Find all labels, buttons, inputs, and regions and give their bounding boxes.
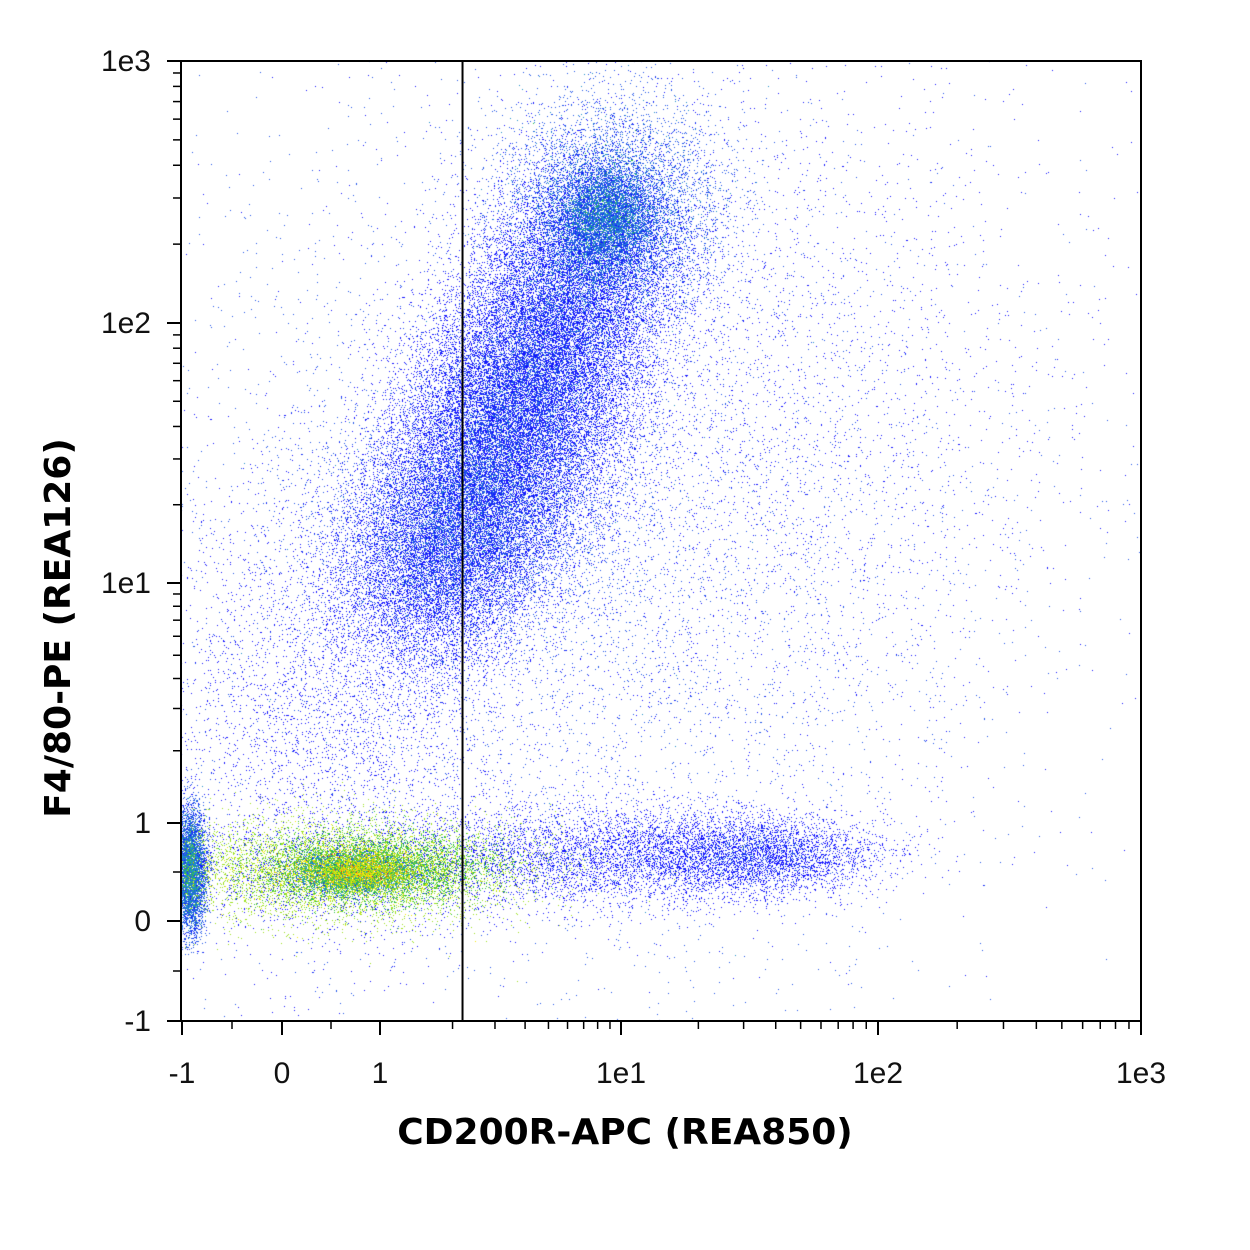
y-axis-title: F4/80-PE (REA126) <box>38 438 79 818</box>
y-tick-label: -1 <box>124 1005 151 1038</box>
x-tick-label: 1e1 <box>596 1057 646 1090</box>
plot-border <box>180 60 1142 1022</box>
x-axis-title: CD200R-APC (REA850) <box>397 1112 853 1153</box>
y-tick-label: 1e1 <box>101 567 151 600</box>
x-tick-label: -1 <box>169 1057 196 1090</box>
x-tick-label: 1 <box>372 1057 389 1090</box>
density-dots <box>181 61 1141 1021</box>
y-tick-label: 1e3 <box>101 45 151 78</box>
density-dots-image <box>181 61 1141 1021</box>
y-tick-label: 1e2 <box>101 307 151 340</box>
x-tick-label: 1e2 <box>853 1057 903 1090</box>
plot-frame <box>180 60 1142 1022</box>
y-tick-label: 1 <box>134 807 151 840</box>
x-tick-label: 0 <box>274 1057 291 1090</box>
x-tick-label: 1e3 <box>1116 1057 1166 1090</box>
axis-tick-labels: -1 0 1 1e1 1e2 1e3 -1 0 1 1e1 1e2 1e3 <box>101 45 1166 1090</box>
axis-ticks <box>167 60 1142 1035</box>
y-tick-label: 0 <box>134 905 151 938</box>
